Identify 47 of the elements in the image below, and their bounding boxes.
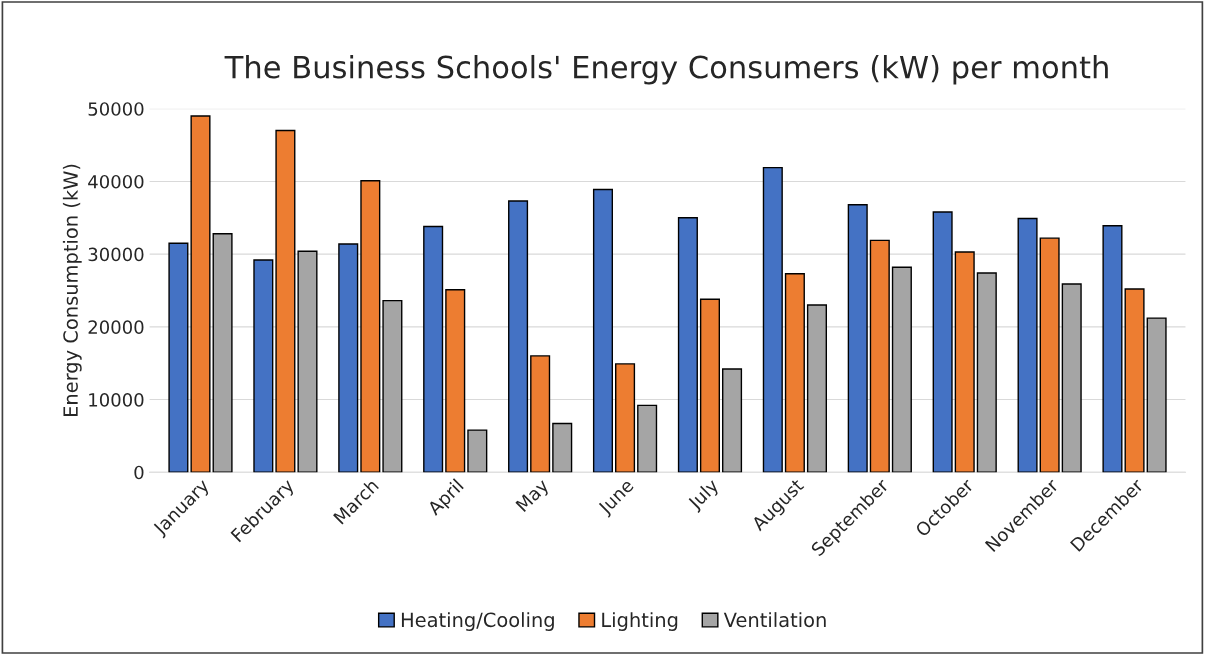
bar xyxy=(932,211,953,473)
bar xyxy=(1124,288,1145,473)
bar xyxy=(677,217,698,473)
bar xyxy=(615,363,636,473)
bar xyxy=(1102,225,1123,473)
bar xyxy=(360,180,381,473)
bar xyxy=(445,289,466,473)
y-tick-label: 40000 xyxy=(88,174,144,189)
y-tick-label: 50000 xyxy=(88,102,144,116)
bar xyxy=(530,355,551,473)
bar xyxy=(722,368,743,473)
bar xyxy=(1061,283,1082,473)
bar xyxy=(508,200,529,473)
bar xyxy=(699,298,721,473)
bar xyxy=(976,272,997,473)
bar xyxy=(275,129,296,473)
y-tick-label: 0 xyxy=(134,465,144,480)
legend-label: Heating/Cooling xyxy=(401,612,554,631)
y-tick-label: 10000 xyxy=(89,393,144,407)
bar xyxy=(954,251,975,473)
bar xyxy=(869,239,890,473)
bar xyxy=(190,115,211,473)
y-tick-label: 30000 xyxy=(88,247,144,262)
bar xyxy=(338,243,359,473)
bar xyxy=(806,304,828,473)
bar xyxy=(168,242,189,473)
bar xyxy=(212,233,233,473)
bar xyxy=(467,429,488,473)
bar xyxy=(762,166,783,473)
bar xyxy=(847,204,868,473)
y-tick-label: 20000 xyxy=(88,320,144,334)
bar xyxy=(637,404,658,473)
chart-title: The Business Schools' Energy Consumers (kW) per month xyxy=(224,54,1108,85)
bar xyxy=(784,273,805,473)
bar xyxy=(1146,317,1167,473)
bar xyxy=(1039,237,1060,473)
legend-label: Lighting xyxy=(602,612,678,631)
bar xyxy=(891,266,912,473)
bar xyxy=(297,250,318,473)
bar xyxy=(1017,217,1038,473)
y-axis-title: Energy Consumption (kW) xyxy=(62,164,82,417)
bar xyxy=(592,188,614,473)
bar xyxy=(253,259,274,473)
bar xyxy=(552,422,573,473)
bar xyxy=(423,225,444,473)
bar xyxy=(382,299,403,473)
legend-label: Ventilation xyxy=(723,612,826,628)
